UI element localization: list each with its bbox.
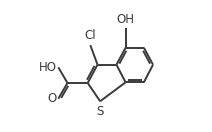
Text: OH: OH [117,13,135,25]
Text: O: O [48,92,57,105]
Text: S: S [96,105,104,118]
Text: HO: HO [39,61,57,74]
Text: Cl: Cl [85,29,96,43]
